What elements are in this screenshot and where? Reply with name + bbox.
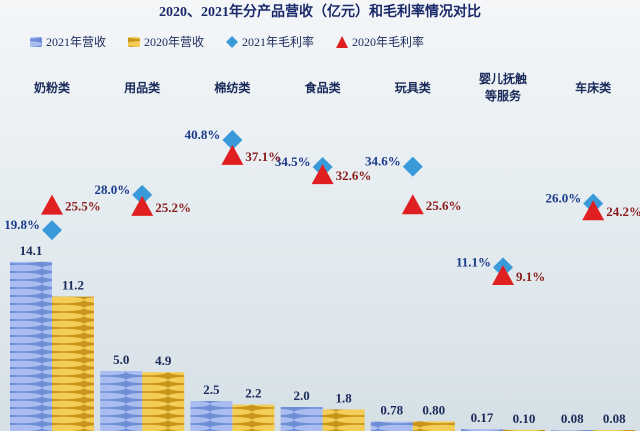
category-label: 食品类 [304,80,341,95]
bar [142,372,185,431]
marker-triangle [401,194,424,215]
category-label: 奶粉类 [33,80,70,95]
marker-diamond [132,184,153,205]
legend-label: 2021年毛利率 [242,34,314,49]
value-label: 11.1% [456,254,491,269]
value-label: 28.0% [94,182,130,197]
legend-label: 2020年营收 [144,35,204,49]
value-label: 0.10 [513,411,536,426]
value-label: 24.2% [606,204,640,219]
value-label: 19.8% [4,217,40,232]
value-label: 34.5% [275,154,311,169]
value-label: 9.1% [516,269,545,284]
bar [412,421,455,431]
value-label: 34.6% [365,154,401,169]
value-label: 0.17 [471,410,494,425]
value-label: 0.08 [561,411,584,426]
legend-label: 2021年营收 [46,35,106,49]
legend-swatch [226,36,239,48]
bar [280,407,323,431]
value-label: 25.5% [65,199,101,214]
legend-label: 2020年毛利率 [352,34,424,49]
marker-diamond [402,156,423,177]
bar [52,296,94,431]
category-label: 棉纺类 [214,80,251,95]
bar [190,401,233,431]
bar [10,261,52,431]
value-label: 25.6% [426,198,462,213]
value-label: 0.78 [380,403,403,418]
legend-swatch [128,37,141,47]
bar [503,429,545,431]
chart-title: 2020、2021年分产品营收（亿元）和毛利率情况对比 [159,3,481,20]
value-label: 0.08 [603,411,626,426]
category-label: 玩具类 [394,80,431,95]
marker-diamond [42,220,62,241]
bar [370,421,413,431]
marker-triangle [582,200,605,221]
value-label: 14.1 [20,243,43,258]
value-label: 2.2 [245,386,261,401]
bar [232,404,275,431]
category-label: 用品类 [124,80,161,95]
bar [100,371,143,431]
value-label: 4.9 [155,353,172,368]
marker-triangle [492,264,514,285]
legend-swatch [336,36,349,48]
category-label: 车床类 [575,80,612,95]
bar [322,409,365,431]
value-label: 5.0 [113,352,129,367]
marker-triangle [221,144,244,165]
category-label: 婴儿抚触 等服务 [478,72,527,103]
marker-triangle [41,194,63,215]
legend-swatch [30,37,42,47]
value-label: 40.8% [185,127,221,142]
value-label: 32.6% [336,168,372,183]
marker-triangle [311,164,334,185]
value-label: 11.2 [62,278,84,293]
value-label: 26.0% [545,190,581,205]
value-label: 0.80 [422,402,445,417]
bar [461,428,503,431]
marker-diamond [222,130,243,150]
value-label: 37.1% [245,149,281,164]
marker-triangle [131,195,154,216]
value-label: 1.8 [335,390,352,405]
value-label: 2.5 [203,382,220,397]
value-label: 25.2% [155,200,191,215]
value-label: 2.0 [293,388,309,403]
